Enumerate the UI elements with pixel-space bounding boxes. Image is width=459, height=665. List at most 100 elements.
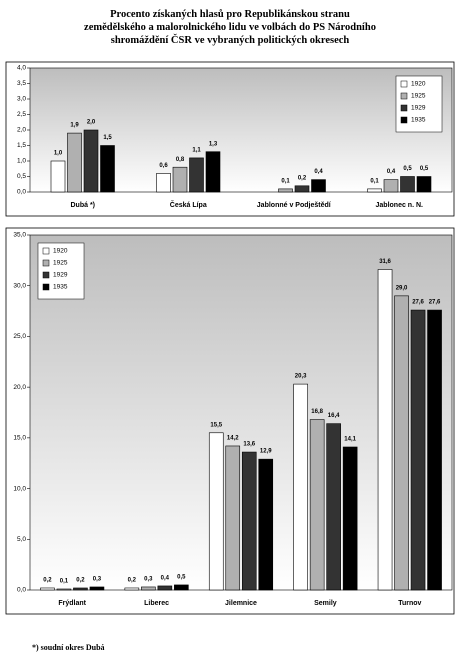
bar: [40, 587, 55, 591]
legend-label: 1929: [53, 272, 68, 279]
value-label: 1,3: [209, 141, 218, 147]
legend-label: 1925: [411, 93, 426, 100]
bar: [427, 309, 442, 591]
bar: [100, 145, 115, 193]
y-tick-label: 30,0: [13, 282, 26, 289]
bar: [309, 419, 325, 591]
legend-label: 1925: [53, 260, 68, 267]
value-label: 0,8: [176, 157, 185, 163]
y-tick-label: 2,5: [17, 111, 26, 118]
y-tick-label: 20,0: [13, 384, 26, 391]
y-tick-label: 3,0: [17, 96, 26, 103]
value-label: 14,2: [227, 436, 239, 442]
value-label: 0,6: [159, 163, 168, 169]
y-tick-label: 10,0: [13, 485, 26, 492]
bar: [156, 173, 171, 193]
legend-label: 1920: [411, 81, 426, 88]
value-label: 0,2: [128, 578, 137, 584]
legend-swatch: [400, 80, 408, 88]
value-label: 2,0: [87, 120, 96, 126]
bar: [326, 423, 341, 591]
y-tick-label: 1,0: [17, 158, 26, 165]
bar: [124, 587, 140, 591]
value-label: 0,4: [161, 576, 170, 582]
y-tick-label: 1,5: [17, 142, 26, 149]
value-label: 0,1: [60, 579, 69, 585]
legend-label: 1935: [53, 284, 68, 291]
x-tick-label: Frýdlant: [58, 600, 86, 607]
value-label: 16,4: [328, 413, 340, 419]
value-label: 29,0: [396, 285, 408, 291]
value-label: 27,6: [429, 300, 441, 306]
legend-swatch: [400, 92, 408, 100]
x-tick-label: Česká Lípa: [170, 200, 207, 209]
value-label: 14,1: [344, 437, 356, 443]
bar: [83, 129, 99, 193]
value-label: 1,0: [54, 151, 63, 157]
value-label: 0,4: [387, 169, 396, 175]
value-label: 0,1: [281, 178, 290, 184]
value-label: 0,5: [420, 166, 429, 172]
y-tick-label: 35,0: [13, 232, 26, 239]
value-label: 0,3: [93, 577, 102, 583]
bar: [241, 451, 257, 591]
legend-swatch: [400, 116, 408, 124]
value-label: 12,9: [260, 449, 272, 455]
bar: [205, 151, 221, 193]
charts: 0,0 0,5 1,0 1,5 2,0 2,5 3,0 3,5 4,0 Dubá *) 1,0 1,9…: [5, 61, 455, 615]
bar: [367, 188, 382, 193]
bar: [225, 445, 241, 591]
bar: [293, 383, 308, 591]
value-label: 16,8: [311, 409, 323, 415]
bar: [189, 157, 204, 193]
bar: [377, 269, 393, 591]
footnote: *) soudní okres Dubá: [32, 643, 105, 652]
bar: [172, 166, 188, 193]
legend-label: 1929: [411, 105, 426, 112]
y-tick-label: 2,0: [17, 127, 26, 134]
value-label: 0,2: [76, 578, 85, 584]
y-tick-label: 3,5: [17, 80, 26, 87]
value-label: 0,2: [43, 578, 52, 584]
y-tick-label: 5,0: [17, 536, 26, 543]
bar: [294, 185, 310, 193]
x-tick-label: Liberec: [144, 600, 169, 607]
legend-label: 1935: [411, 117, 426, 124]
value-label: 27,6: [412, 300, 424, 306]
y-tick-label: 4,0: [17, 65, 26, 72]
x-tick-label: Semily: [314, 600, 337, 607]
bar: [394, 295, 409, 591]
bar: [416, 176, 432, 193]
value-label: 0,2: [298, 175, 307, 181]
y-tick-label: 0,5: [17, 173, 26, 180]
bar: [157, 585, 173, 591]
x-tick-label: Jablonné v Podještědí: [257, 202, 332, 209]
value-label: 0,5: [403, 166, 412, 172]
bar: [73, 587, 88, 591]
value-label: 1,1: [192, 147, 201, 153]
bar: [311, 179, 326, 193]
bar: [383, 179, 399, 193]
legend-swatch: [400, 104, 408, 112]
legend-swatch: [42, 271, 50, 279]
value-label: 20,3: [295, 374, 307, 380]
value-label: 31,6: [379, 259, 391, 265]
x-tick-label: Jablonec n. N.: [376, 202, 424, 209]
bar: [400, 176, 415, 193]
chart-frame: [5, 61, 455, 217]
bar: [56, 588, 72, 591]
legend-swatch: [42, 259, 50, 267]
bar: [258, 458, 274, 591]
x-tick-label: Jilemnice: [225, 600, 257, 607]
value-label: 13,6: [243, 442, 255, 448]
x-tick-label: Dubá *): [71, 202, 96, 209]
bar: [410, 309, 426, 591]
value-label: 0,4: [314, 169, 323, 175]
legend-label: 1920: [53, 248, 68, 255]
legend-swatch: [42, 283, 50, 291]
title: Procento získaných hlasů pro Republikáns…: [84, 9, 376, 46]
value-label: 15,5: [210, 422, 222, 428]
value-label: 1,5: [103, 135, 112, 141]
bar: [89, 586, 105, 591]
value-label: 1,9: [70, 123, 79, 129]
